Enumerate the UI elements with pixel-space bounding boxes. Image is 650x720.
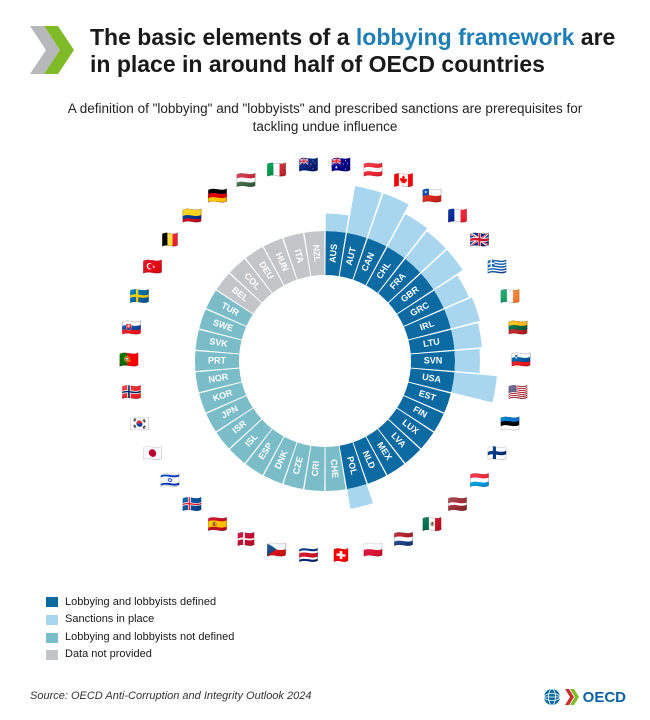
flag-CHE: 🇨🇭 [331, 545, 351, 564]
legend-row: Data not provided [46, 646, 234, 664]
legend-label: Sanctions in place [65, 611, 154, 629]
label-CHE: CHE [329, 458, 341, 478]
flag-POL: 🇵🇱 [363, 541, 383, 559]
flag-LUX: 🇱🇺 [470, 471, 490, 489]
footer-brand: OECD [583, 689, 626, 706]
legend-swatch [46, 650, 58, 660]
legend-label: Lobbying and lobbyists defined [65, 594, 216, 612]
oecd-chevron-small-icon [565, 689, 579, 705]
flag-NLD: 🇳🇱 [394, 530, 414, 548]
flag-EST: 🇪🇪 [500, 415, 520, 433]
label-SVN: SVN [424, 355, 443, 365]
flag-HUN: 🇭🇺 [236, 171, 256, 189]
flag-DEU: 🇩🇪 [208, 187, 228, 205]
radial-chart: AUS🇦🇺AUT🇦🇹CAN🇨🇦CHL🇨🇱FRA🇫🇷GBR🇬🇧GRC🇬🇷IRL🇮🇪… [0, 141, 650, 581]
legend-row: Lobbying and lobbyists defined [46, 594, 234, 612]
label-PRT: PRT [208, 355, 227, 365]
flag-LVA: 🇱🇻 [448, 495, 468, 513]
flag-CRI: 🇨🇷 [299, 546, 319, 564]
legend-swatch [46, 597, 58, 607]
legend-label: Data not provided [65, 646, 152, 664]
flag-SWE: 🇸🇪 [130, 287, 150, 305]
flag-COL: 🇨🇴 [182, 207, 202, 225]
footer-logo: OECD [543, 688, 626, 706]
flag-TUR: 🇹🇷 [143, 258, 163, 276]
flag-JPN: 🇯🇵 [143, 444, 163, 462]
flag-MEX: 🇲🇽 [422, 515, 442, 533]
legend-label: Lobbying and lobbyists not defined [65, 629, 234, 647]
page-title: The basic elements of a lobbying framewo… [90, 24, 620, 78]
legend-swatch [46, 615, 58, 625]
flag-LTU: 🇱🇹 [508, 319, 528, 337]
flag-GBR: 🇬🇧 [470, 231, 490, 249]
flag-USA: 🇺🇸 [508, 383, 528, 401]
oecd-globe-icon [543, 688, 561, 706]
flag-DNK: 🇩🇰 [236, 529, 256, 548]
sanction-USA [451, 372, 497, 402]
source-text: Source: OECD Anti-Corruption and Integri… [30, 690, 311, 702]
flag-AUS: 🇦🇺 [331, 155, 351, 174]
flag-ITA: 🇮🇹 [267, 161, 287, 179]
title-pre: The basic elements of a [90, 24, 356, 50]
legend-row: Sanctions in place [46, 611, 234, 629]
flag-CZE: 🇨🇿 [267, 541, 287, 559]
flag-NZL: 🇳🇿 [299, 156, 319, 174]
flag-IRL: 🇮🇪 [500, 287, 520, 305]
label-NZL: NZL [311, 244, 322, 263]
sanction-AUS [326, 213, 349, 232]
flag-KOR: 🇰🇷 [130, 415, 150, 433]
subtitle: A definition of "lobbying" and "lobbyist… [0, 86, 650, 140]
flag-CAN: 🇨🇦 [394, 171, 414, 189]
sanction-SVN [455, 349, 480, 373]
flag-AUT: 🇦🇹 [363, 161, 383, 179]
header: The basic elements of a lobbying framewo… [0, 0, 650, 86]
flag-ISR: 🇮🇱 [160, 471, 180, 489]
oecd-chevron-icon [30, 26, 76, 74]
title-accent: lobbying framework [356, 24, 575, 50]
flag-ISL: 🇮🇸 [182, 495, 202, 513]
flag-GRC: 🇬🇷 [487, 258, 507, 276]
flag-SVN: 🇸🇮 [511, 351, 531, 369]
flag-FIN: 🇫🇮 [487, 444, 507, 462]
legend: Lobbying and lobbyists definedSanctions … [46, 594, 234, 664]
flag-CHL: 🇨🇱 [422, 187, 442, 205]
flag-SVK: 🇸🇰 [122, 319, 142, 337]
flag-FRA: 🇫🇷 [448, 207, 468, 225]
flag-ESP: 🇪🇸 [208, 515, 228, 533]
label-CRI: CRI [310, 460, 321, 476]
flag-BEL: 🇧🇪 [160, 230, 180, 249]
flag-PRT: 🇵🇹 [119, 351, 139, 369]
title-block: The basic elements of a lobbying framewo… [90, 24, 620, 78]
flag-NOR: 🇳🇴 [122, 383, 142, 401]
legend-swatch [46, 633, 58, 643]
label-AUS: AUS [328, 243, 340, 263]
legend-row: Lobbying and lobbyists not defined [46, 629, 234, 647]
